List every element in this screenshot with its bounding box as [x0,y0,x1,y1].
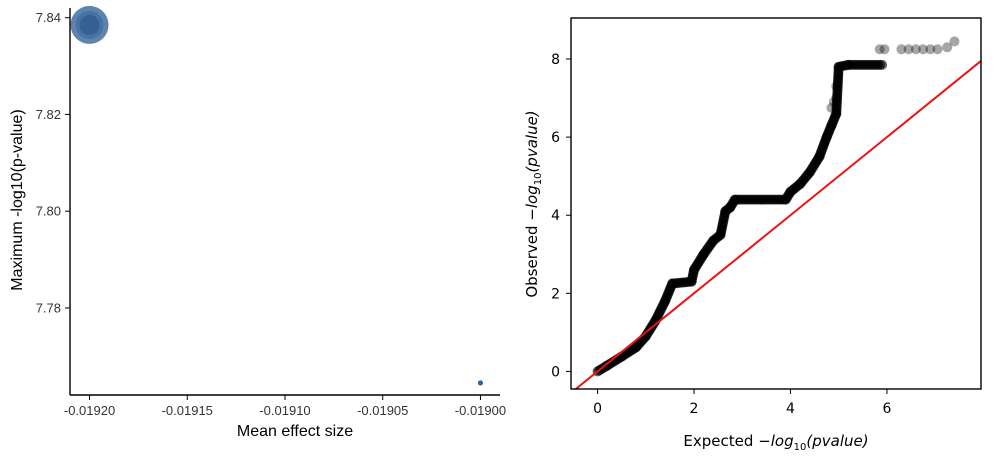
qq-sparse-point [831,93,842,104]
qq-plot-frame [570,17,982,390]
qq-sparse-point [949,36,960,47]
left-y-axis-title: Maximum -log10(p-value) [9,109,26,290]
left-x-tick-label: -0.01905 [357,403,408,418]
left-y-tick-label: 7.84 [36,10,61,25]
left-scatter-panel: -0.01920 -0.01915 -0.01910 -0.01905 -0.01900… [9,5,506,440]
left-x-axis-title: Mean effect size [237,423,353,440]
left-point-small [477,380,484,386]
qq-sparse-point [896,44,907,55]
qq-x-tick-label: 2 [690,401,699,417]
qq-sparse-point [826,102,837,113]
qq-sparse-point [874,44,885,55]
left-x-tick-label: -0.01910 [259,403,310,418]
qq-sparse-point [910,44,921,55]
left-x-tick-label: -0.01920 [64,403,115,418]
qq-y-title-minus: − [523,208,541,221]
left-y-tick-label: 7.80 [36,204,61,219]
qq-x-title-arg: (pvalue) [806,432,868,450]
qq-sparse-point [828,96,839,107]
qq-x-axis-title: Expected −log10(pvalue) [683,432,868,453]
left-x-tick-label: -0.01900 [455,403,506,418]
qq-y-title-sub: 10 [533,173,544,186]
qq-x-tick-label: 6 [882,401,891,417]
left-y-tick-label: 7.82 [36,107,61,122]
qq-x-tick-label: 0 [593,401,602,417]
qq-sparse-point [918,44,929,55]
qq-y-title-pre: Observed [523,221,541,298]
qq-sparse-point [879,44,890,55]
qq-y-title-log: log [523,185,541,208]
qq-x-title-log: log [771,432,794,450]
qq-y-ticks: 0 2 4 6 8 [551,52,571,380]
qq-sparse-point [903,44,914,55]
qq-y-tick-label: 0 [551,364,560,380]
qq-sparse-point [942,42,953,53]
qq-x-ticks: 0 2 4 6 [593,389,891,417]
qq-y-tick-label: 8 [551,52,560,68]
qq-observed-points [592,59,888,377]
qq-sparse-point [831,81,842,92]
qq-y-tick-label: 2 [551,286,560,302]
left-x-ticks: -0.01920 -0.01915 -0.01910 -0.01905 -0.01900 [64,395,506,418]
qq-x-tick-label: 4 [786,401,795,417]
qq-sparse-points [826,36,960,113]
qq-y-tick-label: 6 [551,130,560,146]
left-x-tick-label: -0.01915 [162,403,213,418]
qq-x-title-pre: Expected [683,432,758,450]
left-y-ticks: 7.78 7.80 7.82 7.84 [36,10,70,315]
qq-sparse-point [932,44,943,55]
left-y-tick-label: 7.78 [36,300,61,315]
qq-point [877,59,888,70]
qq-sparse-point [925,44,936,55]
qq-y-tick-label: 4 [551,208,560,224]
qq-x-title-sub: 10 [794,442,807,453]
left-points [70,5,484,386]
qq-reference-line [574,59,981,389]
left-point-large [70,5,109,44]
qq-y-title-arg: (pvalue) [523,110,541,172]
qq-y-axis-title: Observed −log10(pvalue) [523,110,544,297]
qq-x-title-minus: − [758,432,771,450]
